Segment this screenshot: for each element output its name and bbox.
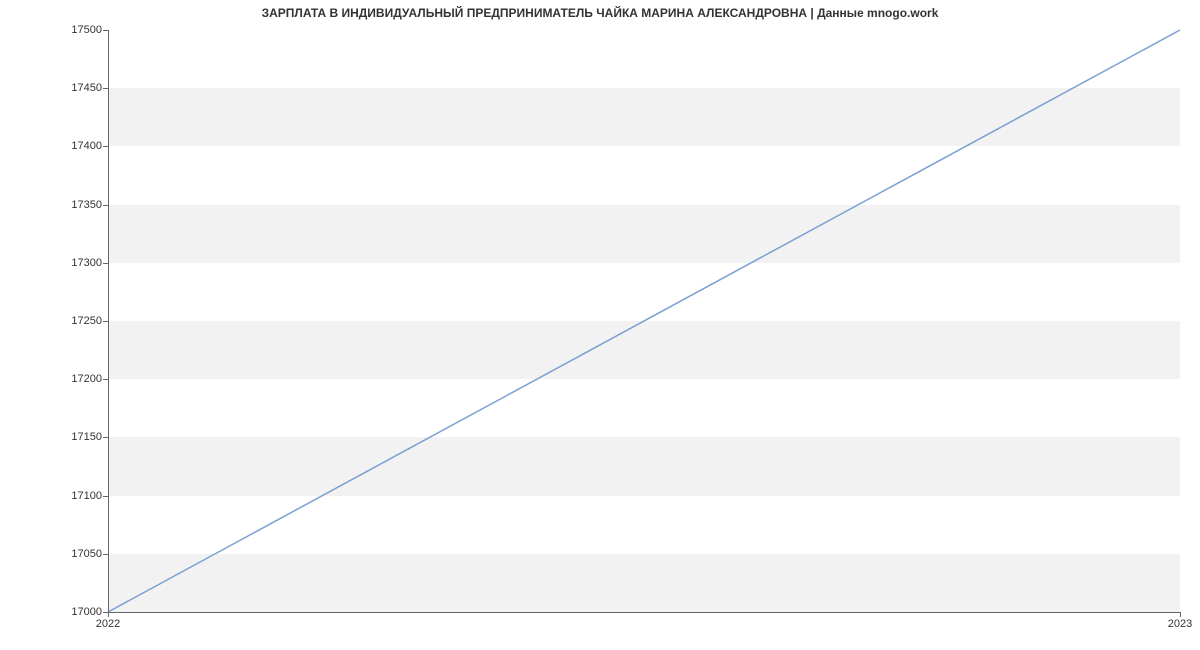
y-tick-mark bbox=[103, 205, 108, 206]
y-tick-mark bbox=[103, 263, 108, 264]
y-tick-mark bbox=[103, 321, 108, 322]
y-tick-mark bbox=[103, 437, 108, 438]
salary-line-chart: ЗАРПЛАТА В ИНДИВИДУАЛЬНЫЙ ПРЕДПРИНИМАТЕЛ… bbox=[0, 0, 1200, 650]
y-tick-mark bbox=[103, 30, 108, 31]
y-tick-mark bbox=[103, 554, 108, 555]
x-tick-mark bbox=[108, 612, 109, 617]
plot-area: 1700017050171001715017200172501730017350… bbox=[108, 30, 1180, 612]
series-line bbox=[108, 30, 1180, 612]
y-tick-mark bbox=[103, 88, 108, 89]
y-tick-mark bbox=[103, 146, 108, 147]
y-tick-mark bbox=[103, 496, 108, 497]
line-layer bbox=[108, 30, 1180, 612]
x-tick-mark bbox=[1180, 612, 1181, 617]
x-axis-line bbox=[108, 612, 1180, 613]
chart-title: ЗАРПЛАТА В ИНДИВИДУАЛЬНЫЙ ПРЕДПРИНИМАТЕЛ… bbox=[0, 6, 1200, 20]
y-axis-line bbox=[108, 30, 109, 612]
y-tick-mark bbox=[103, 379, 108, 380]
